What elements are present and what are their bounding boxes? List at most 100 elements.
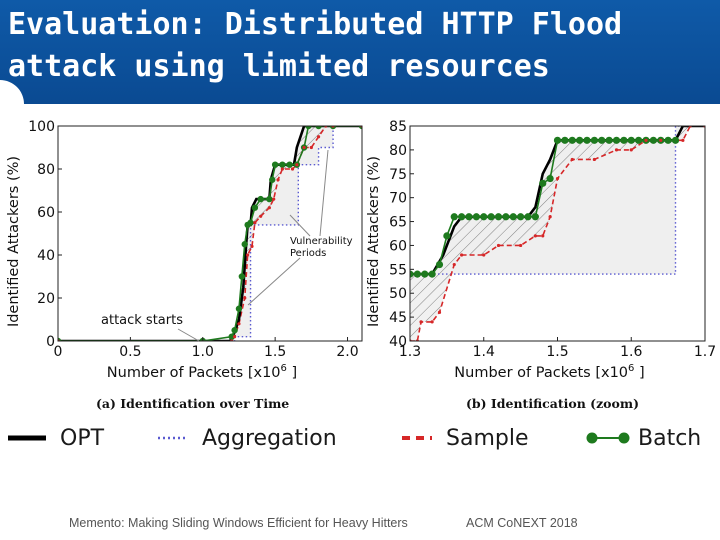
batch-point-1-1: [413, 270, 421, 278]
sample-point-0-12: [280, 167, 284, 171]
batch-point-1-24: [583, 136, 591, 144]
vulnerability-shading-0: [58, 126, 362, 341]
legend-swatch-sample: [402, 436, 432, 440]
sample-point-1-4: [437, 310, 442, 314]
legend-label-aggregation: Aggregation: [202, 425, 337, 451]
sample-point-0-14: [295, 163, 299, 167]
legend-swatch-opt: [8, 435, 46, 441]
ytick-label-1-9: 85: [389, 119, 407, 135]
batch-point-1-33: [649, 136, 657, 144]
batch-point-0-15: [286, 161, 293, 168]
batch-point-1-12: [494, 213, 503, 221]
sample-point-0-15: [302, 145, 306, 150]
ytick-label-1-0: 40: [389, 334, 407, 350]
batch-point-0-10: [257, 195, 264, 203]
xtick-label-1-3: 1.6: [620, 344, 642, 360]
plot-area-0: [58, 126, 362, 341]
sample-point-1-20: [681, 138, 685, 142]
ytick-label-1-5: 65: [389, 215, 407, 231]
legend-label-batch: Batch: [638, 425, 702, 451]
batch-point-1-27: [605, 136, 613, 144]
ytick-label-1-1: 45: [389, 310, 407, 326]
sample-point-1-14: [570, 157, 574, 162]
ytick-label-1-4: 60: [389, 238, 407, 254]
series-batch-0: [58, 126, 362, 341]
ytick-label-1-8: 80: [389, 143, 407, 159]
annotation-vuln-arrow-2: [319, 149, 329, 237]
ytick-label-1-2: 50: [389, 286, 407, 302]
ylabel-0: Identified Attackers (%): [6, 156, 22, 327]
slide-title-line1: Evaluation: Distributed HTTP Flood: [8, 7, 623, 42]
batch-point-1-2: [421, 270, 429, 278]
batch-point-1-30: [627, 136, 635, 144]
annotation-vuln-arrow-1: [247, 257, 301, 306]
xtick-label-1-0: 1.3: [399, 344, 421, 360]
batch-point-0-13: [271, 161, 279, 168]
xtick-label-0-4: 2.0: [336, 344, 358, 360]
legend-item-batch: Batch: [586, 420, 701, 456]
ytick-label-1-7: 75: [389, 167, 407, 183]
sample-point-0-7: [253, 221, 257, 225]
batch-point-1-20: [553, 136, 562, 144]
sample-point-0-13: [290, 167, 295, 171]
xlabel-0: Number of Packets [x106 ]: [107, 363, 297, 381]
xtick-label-1-1: 1.4: [473, 344, 495, 360]
batch-point-1-8: [465, 213, 473, 221]
sample-point-0-4: [243, 296, 247, 300]
legend: OPT Aggregation Sample Batch: [0, 420, 720, 456]
sample-point-0-9: [267, 206, 271, 210]
sample-point-1-9: [519, 243, 523, 248]
batch-point-1-23: [576, 136, 584, 144]
annotation-vuln-arrow-3: [289, 214, 311, 237]
batch-point-1-13: [502, 213, 510, 221]
sample-point-1-15: [592, 157, 596, 162]
ytick-label-0-0: 0: [46, 334, 55, 350]
batch-point-1-17: [531, 213, 539, 221]
annotation-periods: Periods: [290, 248, 326, 259]
batch-point-0-4: [235, 305, 243, 312]
batch-point-0-11: [266, 195, 273, 203]
batch-point-1-5: [443, 232, 451, 240]
sample-point-1-7: [482, 253, 486, 257]
sample-gap-hatch-1: [410, 126, 705, 341]
sample-point-1-13: [555, 176, 560, 181]
batch-point-1-16: [524, 213, 532, 221]
batch-point-1-6: [450, 213, 458, 221]
ytick-label-0-1: 20: [37, 291, 55, 307]
legend-item-aggregation: Aggregation: [158, 420, 337, 456]
legend-item-sample: Sample: [402, 420, 529, 456]
batch-point-1-26: [598, 136, 606, 144]
footer-paper-title: Memento: Making Sliding Windows Efficien…: [69, 516, 408, 530]
legend-label-sample: Sample: [446, 425, 529, 451]
title-bar: Evaluation: Distributed HTTP Flood attac…: [0, 0, 720, 104]
series-sample-0: [58, 126, 362, 341]
batch-point-0-8: [247, 219, 254, 226]
footer-venue: ACM CoNEXT 2018: [466, 516, 578, 530]
batch-point-0-14: [279, 161, 286, 168]
batch-point-1-31: [635, 136, 643, 144]
sample-point-1-18: [644, 138, 648, 142]
sample-point-1-3: [430, 320, 434, 324]
xtick-label-1-2: 1.5: [546, 344, 568, 360]
plot-frame-0: [57, 125, 363, 342]
caption-a: (a) Identification over Time: [96, 396, 290, 411]
batch-point-0-6: [241, 241, 248, 248]
sample-point-0-2: [233, 335, 237, 339]
sample-point-1-12: [548, 215, 552, 219]
sample-point-0-8: [259, 214, 263, 218]
sample-point-1-8: [496, 243, 501, 248]
batch-point-1-14: [509, 213, 517, 221]
sample-point-1-11: [541, 234, 545, 238]
ylabel-1: Identified Attackers (%): [366, 156, 382, 327]
sample-point-1-5: [452, 262, 456, 267]
caption-b: (b) Identification (zoom): [466, 396, 639, 411]
batch-point-0-3: [231, 327, 238, 334]
sample-point-1-19: [659, 138, 663, 142]
ytick-label-0-3: 60: [37, 205, 55, 221]
batch-point-1-29: [620, 136, 628, 144]
batch-point-1-28: [612, 136, 621, 144]
xtick-label-1-4: 1.7: [694, 344, 716, 360]
sample-point-1-17: [629, 148, 633, 152]
legend-item-opt: OPT: [8, 420, 104, 456]
